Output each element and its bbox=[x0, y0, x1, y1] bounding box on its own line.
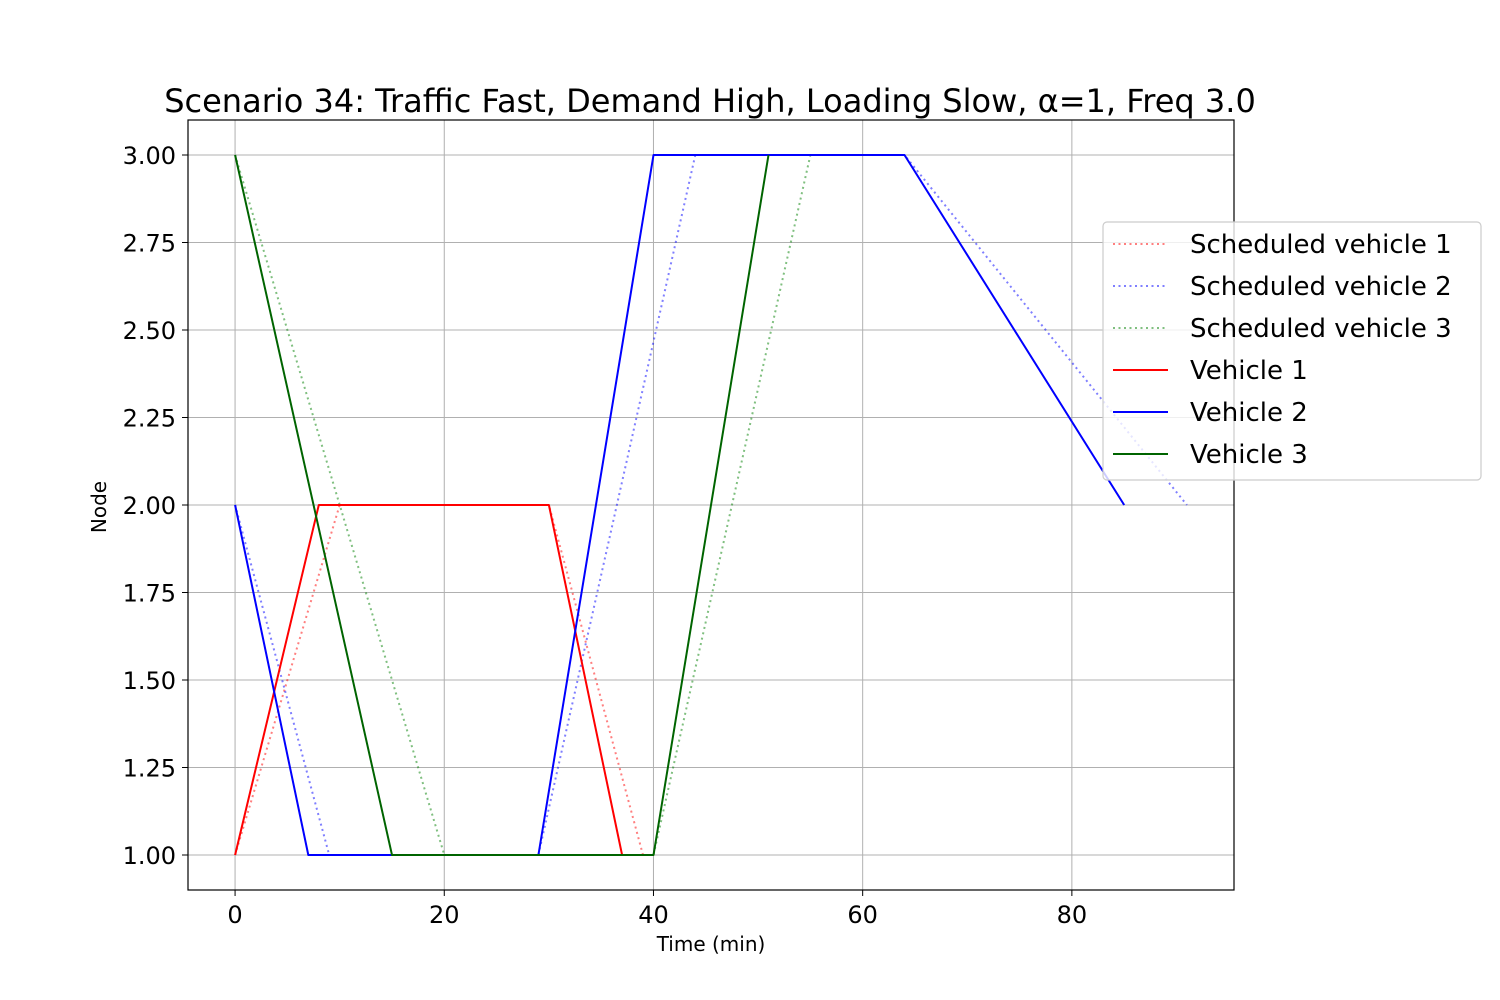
axis-ticks: 0 20 40 60 80 1.00 1.25 1.50 1.75 2.00 2.25 2.50 2.7… bbox=[123, 142, 1088, 929]
y-tick-label: 1.50 bbox=[123, 667, 176, 695]
legend-label: Vehicle 1 bbox=[1190, 356, 1308, 386]
scheduled-vehicle-1-line bbox=[234, 504, 644, 856]
legend-label: Vehicle 2 bbox=[1190, 398, 1308, 428]
series-lines bbox=[234, 154, 1188, 856]
y-axis-label: Node bbox=[87, 481, 111, 533]
legend-label: Scheduled vehicle 2 bbox=[1190, 272, 1452, 302]
y-tick-label: 1.75 bbox=[123, 580, 176, 608]
x-tick-label: 0 bbox=[227, 901, 242, 929]
vehicle-3-line bbox=[234, 154, 770, 856]
legend: Scheduled vehicle 1 Scheduled vehicle 2 Sc… bbox=[1102, 221, 1482, 481]
y-tick-label: 3.00 bbox=[123, 142, 176, 170]
y-tick-label: 2.50 bbox=[123, 317, 176, 345]
legend-label: Vehicle 3 bbox=[1190, 440, 1308, 470]
x-tick-label: 20 bbox=[429, 901, 460, 929]
x-tick-label: 60 bbox=[847, 901, 878, 929]
y-tick-label: 2.00 bbox=[123, 492, 176, 520]
vehicle-1-line bbox=[234, 504, 624, 856]
y-tick-label: 1.25 bbox=[123, 755, 176, 783]
legend-box bbox=[1102, 221, 1482, 481]
x-tick-label: 80 bbox=[1057, 901, 1088, 929]
y-tick-label: 2.75 bbox=[123, 230, 176, 258]
scheduled-vehicle-2-line bbox=[234, 154, 1188, 856]
x-axis-label: Time (min) bbox=[656, 932, 766, 956]
vehicle-2-line bbox=[234, 154, 1126, 856]
y-tick-label: 1.00 bbox=[123, 842, 176, 870]
scheduled-vehicle-3-line bbox=[234, 154, 812, 856]
legend-label: Scheduled vehicle 3 bbox=[1190, 314, 1452, 344]
y-tick-label: 2.25 bbox=[123, 405, 176, 433]
chart-title: Scenario 34: Traffic Fast, Demand High, … bbox=[164, 82, 1256, 120]
x-tick-label: 40 bbox=[638, 901, 669, 929]
legend-label: Scheduled vehicle 1 bbox=[1190, 230, 1452, 260]
